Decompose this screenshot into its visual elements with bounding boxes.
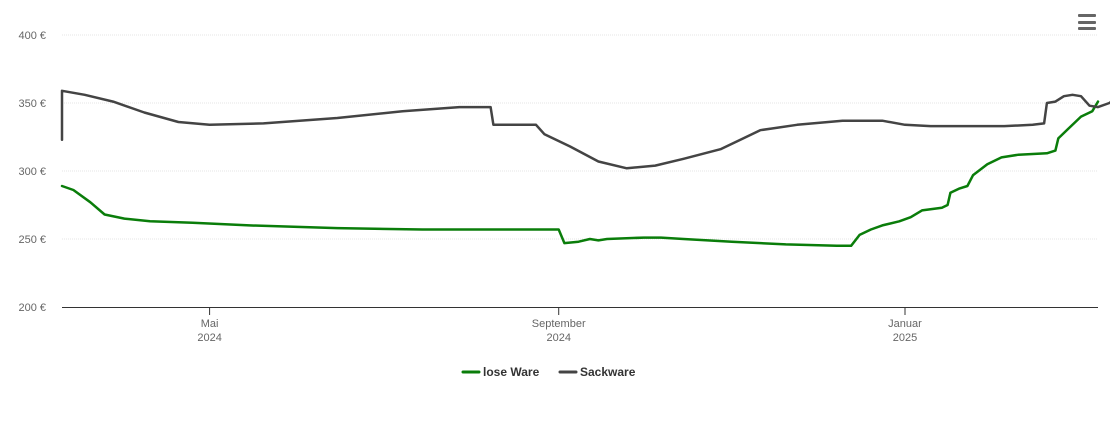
- legend: lose Ware Sackware: [461, 365, 636, 379]
- x-axis: Mai 2024 September 2024 Januar 2025: [62, 307, 1098, 344]
- series-line-sackware[interactable]: [60, 54, 1110, 170]
- y-axis: 200 € 250 € 300 € 350 € 400 €: [18, 30, 46, 314]
- menu-bar: [1078, 20, 1096, 24]
- series-line-lose-ware[interactable]: [60, 100, 1100, 248]
- grid-lines: [62, 34, 1098, 240]
- y-tick-label: 300 €: [18, 166, 46, 178]
- menu-bar: [1078, 27, 1096, 30]
- legend-label: lose Ware: [483, 365, 540, 379]
- legend-item-sackware[interactable]: Sackware: [558, 365, 636, 379]
- x-tick-label: Mai: [201, 318, 219, 330]
- y-tick-label: 250 €: [18, 234, 46, 246]
- legend-label: Sackware: [580, 365, 636, 379]
- legend-item-lose-ware[interactable]: lose Ware: [461, 365, 540, 379]
- x-tick-label: Januar: [888, 318, 922, 330]
- x-tick-label-year: 2025: [893, 332, 917, 344]
- series-lines: [60, 54, 1110, 248]
- x-tick-label-year: 2024: [546, 332, 570, 344]
- y-tick-label: 200 €: [18, 302, 46, 314]
- x-tick-label-year: 2024: [197, 332, 221, 344]
- y-tick-label: 400 €: [18, 30, 46, 42]
- hamburger-menu-icon[interactable]: [1076, 12, 1098, 32]
- y-tick-label: 350 €: [18, 98, 46, 110]
- x-tick-label: September: [532, 318, 586, 330]
- menu-bar: [1078, 14, 1096, 17]
